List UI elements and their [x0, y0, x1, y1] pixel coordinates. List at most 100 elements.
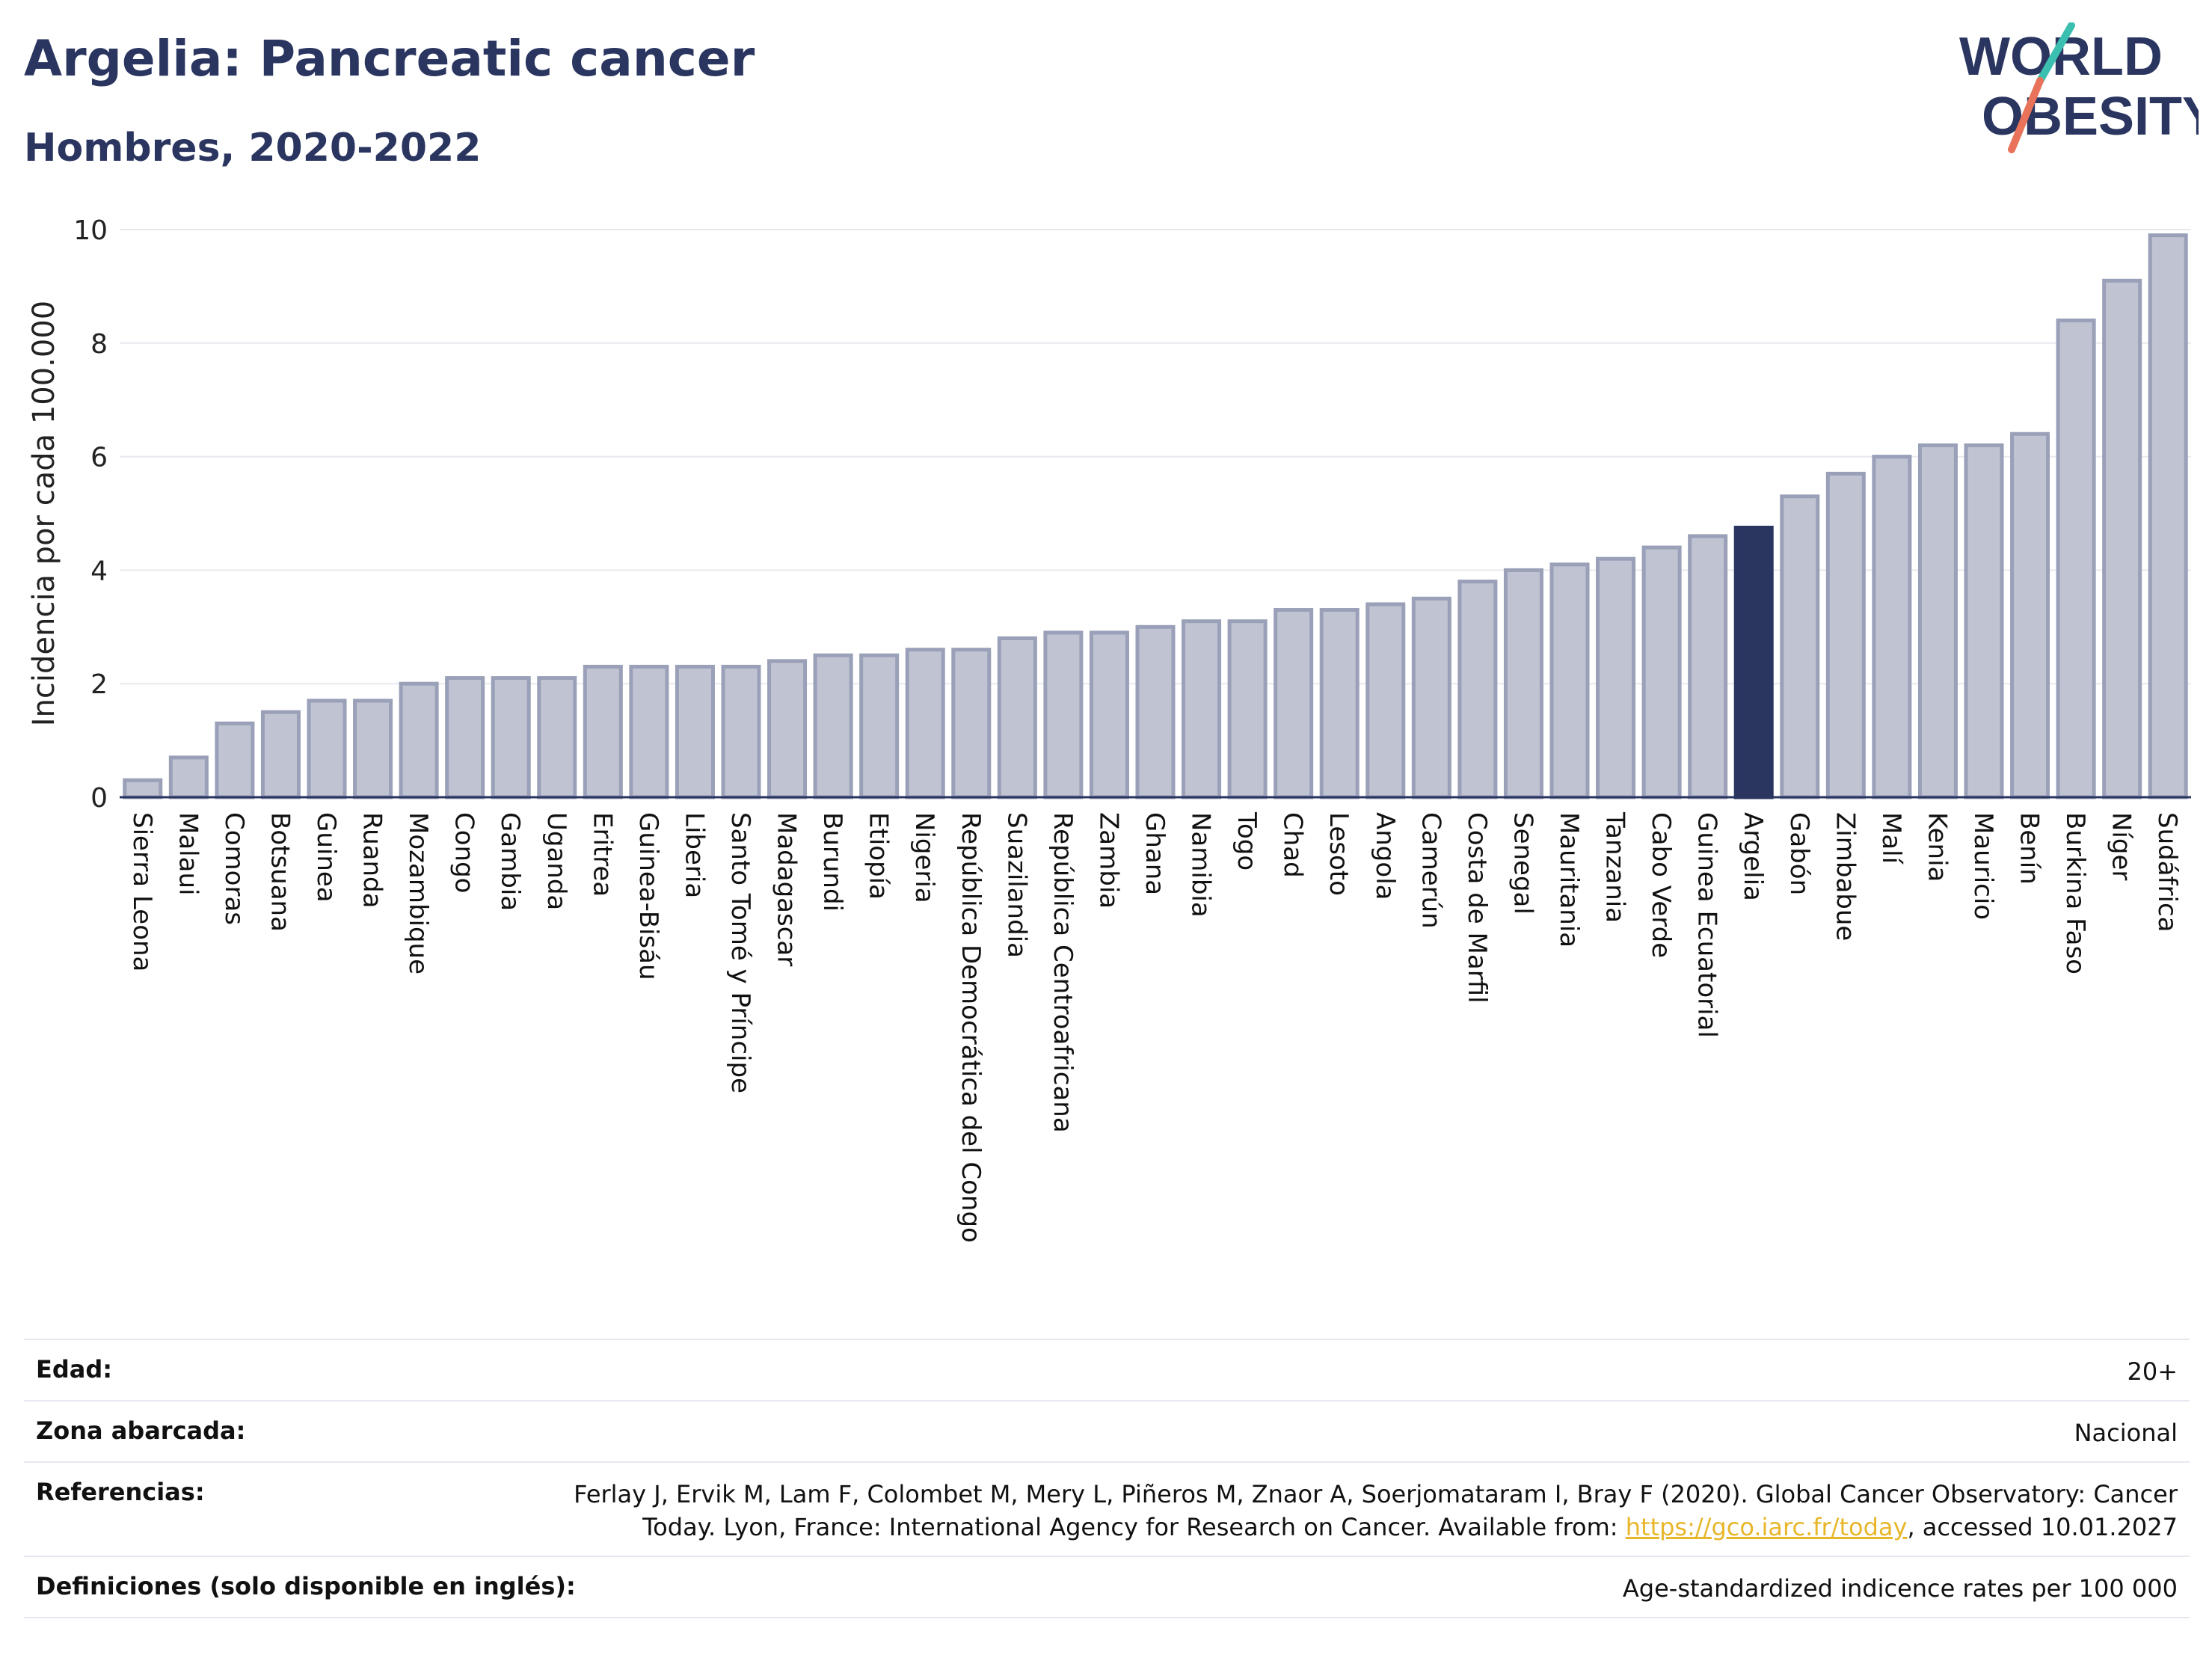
- bar-suazilandia: [997, 636, 1037, 799]
- x-tick-label: Uganda: [541, 812, 571, 910]
- meta-divider: [24, 1339, 2190, 1340]
- x-tick-label: Ruanda: [357, 812, 387, 908]
- x-tick-label: Chad: [1278, 812, 1308, 878]
- bar-burundi: [813, 653, 853, 799]
- x-tick-label: Argelia: [1738, 812, 1768, 901]
- x-tick-label: Camerún: [1416, 812, 1446, 929]
- world-obesity-logo: WORLD OBESITY: [1959, 22, 2199, 153]
- bar-comoras: [215, 721, 255, 799]
- x-tick-label: Malaui: [173, 812, 203, 895]
- bar-liberia: [675, 664, 715, 799]
- bar-gambia: [491, 676, 531, 799]
- y-axis-label: Incidencia por cada 100.000: [27, 301, 61, 727]
- bar-togo: [1227, 619, 1268, 799]
- x-tick-label: Kenia: [1922, 812, 1952, 882]
- bar-argelia: [1733, 525, 1774, 799]
- reference-link[interactable]: https://gco.iarc.fr/today: [1625, 1513, 1908, 1541]
- bar-mozambique: [399, 681, 439, 799]
- bar-chad: [1274, 608, 1314, 799]
- y-tick-label: 10: [73, 215, 108, 246]
- meta-row-references: Referencias: Ferlay J, Ervik M, Lam F, C…: [24, 1478, 2190, 1545]
- bar-malí: [1872, 455, 1912, 799]
- page-subtitle: Hombres, 2020-2022: [24, 126, 482, 171]
- bar-guinea: [307, 698, 347, 799]
- meta-value: 20+: [2127, 1357, 2178, 1386]
- bar-sudáfrica: [2148, 233, 2188, 799]
- bar-mauricio: [1964, 443, 2004, 799]
- bar-zimbabue: [1825, 471, 1866, 799]
- meta-value: Ferlay J, Ervik M, Lam F, Colombet M, Me…: [574, 1478, 2178, 1544]
- bar-angola: [1365, 602, 1406, 799]
- x-tick-label: Zimbabue: [1830, 812, 1860, 941]
- bar-gabón: [1780, 494, 1820, 799]
- x-tick-label: Congo: [449, 812, 479, 893]
- x-tick-label: Etiopía: [864, 812, 894, 900]
- x-tick-label: Tanzania: [1600, 811, 1630, 923]
- bar-kenia: [1917, 443, 1958, 799]
- reference-line2-post: , accessed 10.01.2027: [1907, 1513, 2178, 1541]
- x-tick-label: Malí: [1876, 812, 1906, 865]
- x-tick-label: Liberia: [679, 812, 709, 898]
- meta-key: Edad:: [36, 1355, 113, 1384]
- bar-guinea-ecuatorial: [1688, 534, 1728, 799]
- y-tick-label: 6: [90, 443, 108, 473]
- x-tick-label: Cabo Verde: [1646, 812, 1676, 958]
- x-tick-label: Mauritania: [1554, 812, 1584, 948]
- bar-etiopía: [859, 653, 900, 799]
- meta-divider: [24, 1400, 2190, 1401]
- reference-line1: Ferlay J, Ervik M, Lam F, Colombet M, Me…: [574, 1480, 2178, 1508]
- meta-row-definitions: Definiciones (solo disponible en inglés)…: [24, 1572, 2190, 1605]
- x-tick-label: Sierra Leona: [127, 812, 157, 971]
- reference-line2-pre: Today. Lyon, France: International Agenc…: [642, 1513, 1626, 1541]
- bar-uganda: [537, 676, 577, 799]
- bar-namibia: [1182, 619, 1222, 799]
- x-tick-label: Guinea-Bisáu: [633, 812, 663, 980]
- bar-burkina-faso: [2056, 318, 2096, 799]
- bar-eritrea: [583, 664, 623, 799]
- x-tick-label: Eritrea: [587, 812, 617, 897]
- x-tick-label: Lesoto: [1324, 812, 1354, 896]
- bar-nigeria: [905, 648, 945, 799]
- x-tick-label: Burundi: [817, 812, 847, 912]
- x-tick-label: Madagascar: [772, 812, 802, 966]
- x-tick-label: Gabón: [1784, 812, 1814, 895]
- bar-república-democrática-del-congo: [951, 648, 992, 799]
- bar-madagascar: [767, 659, 808, 799]
- meta-row-zone: Zona abarcada: Nacional: [24, 1416, 2190, 1449]
- x-tick-label: República Centroafricana: [1048, 812, 1078, 1133]
- page-title: Argelia: Pancreatic cancer: [24, 30, 755, 87]
- y-tick-label: 2: [90, 669, 108, 700]
- bar-zambia: [1089, 630, 1129, 799]
- bar-mauritania: [1549, 562, 1590, 799]
- x-tick-label: Botsuana: [265, 812, 295, 932]
- bar-congo: [445, 676, 485, 799]
- bar-lesoto: [1319, 608, 1360, 799]
- bar-ruanda: [353, 698, 393, 799]
- meta-divider: [24, 1461, 2190, 1463]
- x-tick-label: Angola: [1370, 812, 1400, 900]
- x-tick-label: Costa de Marfil: [1462, 812, 1492, 1004]
- meta-key: Referencias:: [36, 1478, 205, 1506]
- bar-senegal: [1503, 568, 1543, 799]
- x-tick-label: Sudáfrica: [2152, 812, 2182, 932]
- y-tick-label: 0: [90, 783, 108, 814]
- x-tick-label: Burkina Faso: [2060, 812, 2090, 974]
- x-tick-label: Togo: [1232, 811, 1262, 871]
- meta-divider: [24, 1617, 2190, 1618]
- x-tick-label: Mauricio: [1968, 812, 1998, 920]
- x-tick-label: Ghana: [1140, 812, 1170, 895]
- meta-key: Definiciones (solo disponible en inglés)…: [36, 1572, 576, 1600]
- bar-chart: 0 2 4 6 8 10 Incidencia por cada 100.000 Sierra…: [27, 215, 2191, 1243]
- bar-ghana: [1135, 624, 1176, 799]
- y-tick-label: 8: [90, 329, 108, 360]
- bar-níger: [2102, 278, 2142, 799]
- x-tick-label: Guinea Ecuatorial: [1692, 812, 1722, 1038]
- bar-cabo-verde: [1641, 545, 1682, 799]
- x-tick-label: Zambia: [1093, 812, 1123, 909]
- x-tick-label: Gambia: [495, 812, 525, 911]
- bar-guinea-bisáu: [629, 664, 669, 799]
- x-tick-label: Benín: [2015, 812, 2044, 885]
- bar-república-centroafricana: [1043, 630, 1084, 799]
- meta-value: Age-standardized indicence rates per 100…: [1622, 1574, 2178, 1603]
- logo-slash-coral: [2008, 77, 2044, 153]
